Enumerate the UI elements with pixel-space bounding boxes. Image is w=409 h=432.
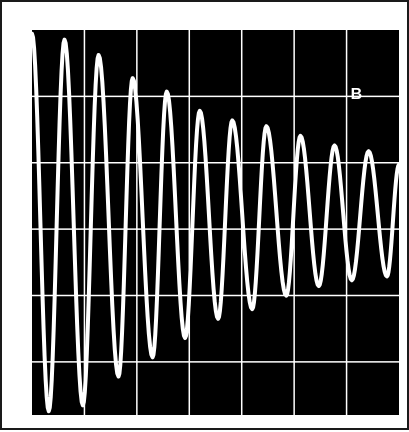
extremum-point-1 bbox=[47, 409, 51, 413]
extremum-point-2 bbox=[63, 38, 67, 42]
extrema-points bbox=[30, 32, 401, 413]
annotation-label-b: B bbox=[351, 86, 363, 103]
extremum-point-11 bbox=[216, 317, 220, 321]
annotation-label-a: A bbox=[44, 9, 56, 26]
extremum-point-16 bbox=[298, 134, 302, 138]
extremum-point-3 bbox=[81, 403, 85, 407]
extremum-point-21 bbox=[385, 274, 389, 278]
extremum-point-6 bbox=[131, 76, 135, 80]
extremum-point-10 bbox=[198, 109, 202, 113]
extremum-point-4 bbox=[97, 53, 101, 57]
extremum-point-20 bbox=[367, 149, 371, 153]
extremum-point-12 bbox=[230, 118, 234, 122]
extremum-point-18 bbox=[333, 144, 337, 147]
extremum-point-17 bbox=[317, 284, 321, 288]
annotation-labels: AB bbox=[44, 9, 362, 103]
extremum-point-0 bbox=[30, 32, 34, 36]
plot-background bbox=[32, 30, 399, 415]
extremum-point-9 bbox=[183, 336, 187, 340]
extremum-point-14 bbox=[264, 124, 268, 128]
extremum-point-13 bbox=[250, 307, 254, 311]
extremum-point-7 bbox=[151, 355, 155, 359]
extremum-point-8 bbox=[165, 90, 169, 94]
extremum-point-19 bbox=[350, 278, 354, 282]
extremum-point-5 bbox=[117, 375, 121, 378]
extremum-point-22 bbox=[397, 163, 401, 167]
extremum-point-15 bbox=[284, 294, 288, 298]
